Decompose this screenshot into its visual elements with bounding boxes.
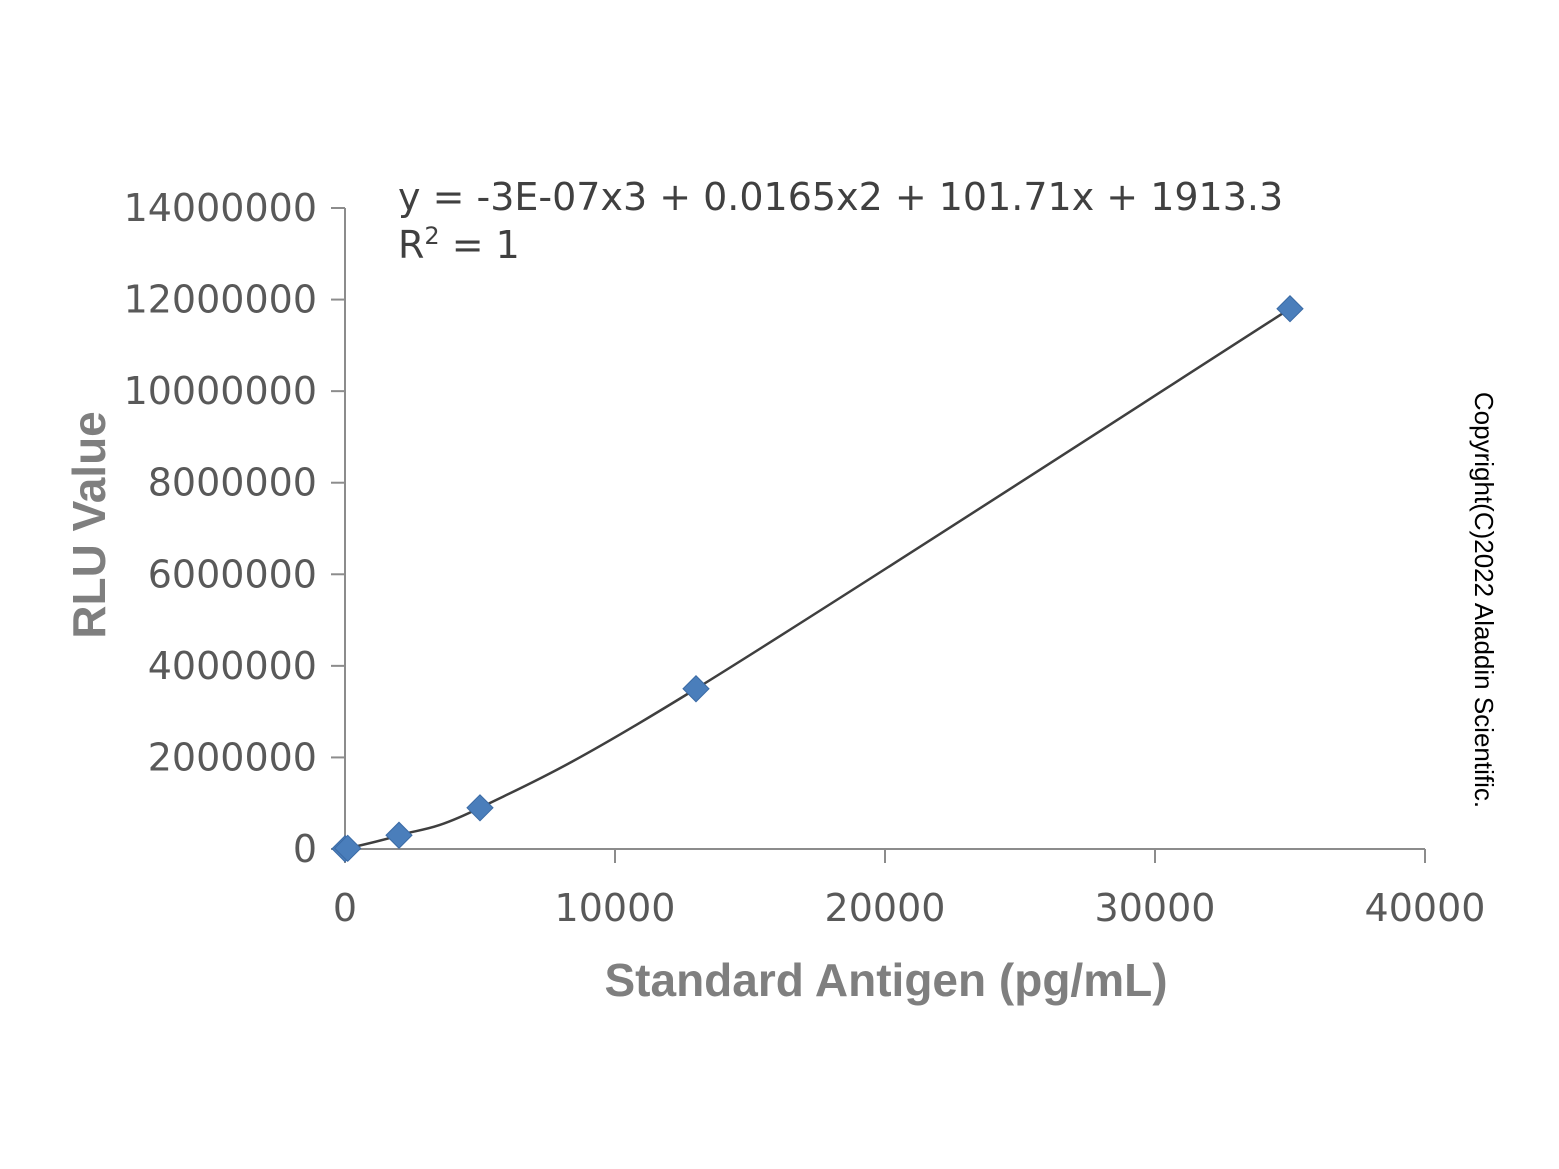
copyright-notice: Copyright(C)2022 Aladdin Scientific.: [1469, 392, 1499, 808]
x-axis-ticks: 0 10000 20000 30000 40000: [333, 849, 1486, 930]
y-tick-label: 0: [293, 827, 317, 871]
r-squared-prefix: R: [398, 223, 424, 267]
r-squared-superscript: 2: [424, 222, 439, 250]
x-tick-label: 40000: [1365, 886, 1486, 930]
y-tick-label: 12000000: [124, 278, 317, 322]
y-tick-label: 8000000: [148, 461, 317, 505]
y-tick-label: 14000000: [124, 186, 317, 230]
data-point-marker: [1276, 295, 1304, 323]
y-tick-label: 4000000: [148, 644, 317, 688]
data-point-marker: [466, 794, 494, 822]
x-tick-label: 30000: [1095, 886, 1216, 930]
x-tick-label: 20000: [825, 886, 946, 930]
y-axis-title: RLU Value: [63, 411, 115, 639]
trendline: [341, 307, 1291, 851]
y-axis-ticks: 0 2000000 4000000 6000000 8000000 10000000 120…: [124, 186, 345, 871]
x-tick-label: 10000: [555, 886, 676, 930]
trendline-equation: y = -3E-07x3 + 0.0165x2 + 101.71x + 1913…: [398, 175, 1283, 219]
x-axis-title: Standard Antigen (pg/mL): [604, 954, 1167, 1006]
y-tick-label: 10000000: [124, 369, 317, 413]
r-squared: R2 = 1: [398, 222, 520, 267]
data-point-marker: [682, 675, 710, 703]
y-tick-label: 2000000: [148, 735, 317, 779]
data-point-marker: [385, 821, 413, 849]
data-point-marker: [333, 834, 362, 863]
r-squared-suffix: = 1: [440, 223, 520, 267]
x-tick-label: 0: [333, 886, 357, 930]
y-tick-label: 6000000: [148, 552, 317, 596]
data-points: [331, 295, 1304, 863]
